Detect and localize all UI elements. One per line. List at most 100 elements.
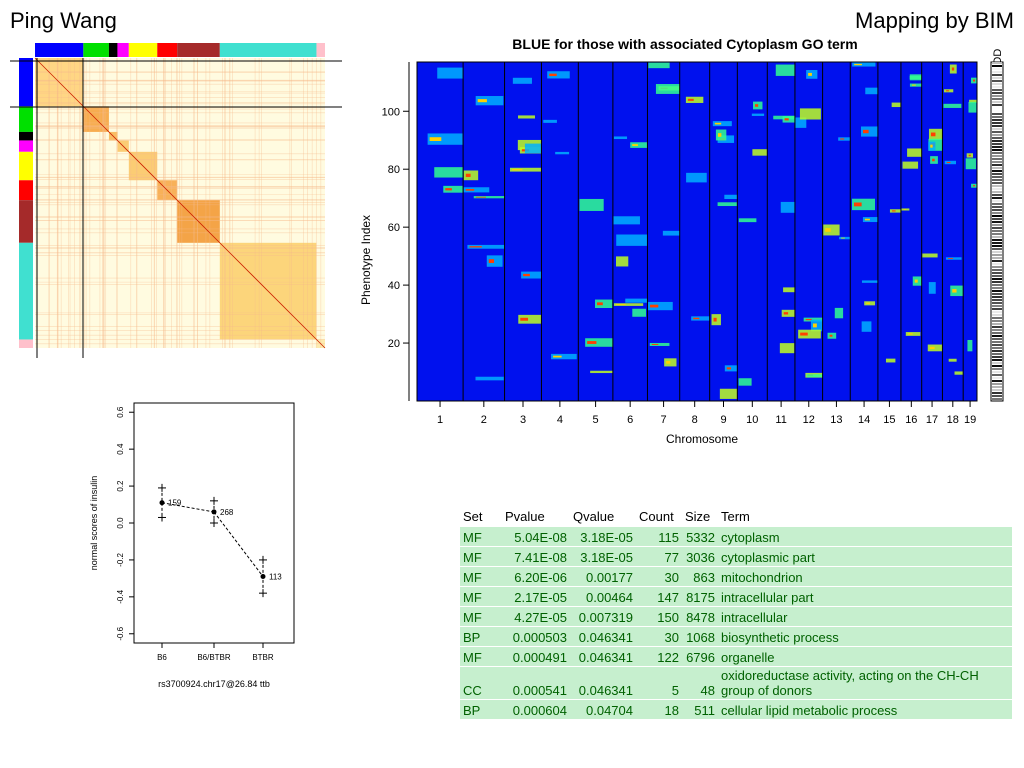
qtl-signal	[518, 314, 542, 324]
qtl-peak	[784, 118, 789, 121]
lod-bar-band	[992, 257, 1002, 259]
heatmap-top-group-swatch	[35, 43, 84, 57]
qtl-signal	[968, 101, 977, 113]
cell-size: 48	[682, 666, 718, 700]
heatmap-left-group-swatch	[19, 151, 33, 181]
cell-size: 1068	[682, 626, 718, 647]
dotplot-y-tick-label: -0.2	[116, 552, 125, 566]
lod-bar-band	[992, 218, 1002, 220]
dotplot-y-tick-label: 0.4	[116, 443, 125, 455]
qtl-peak	[523, 273, 530, 277]
chromosome-tick-label: 18	[947, 414, 959, 426]
qtl-signal	[551, 353, 577, 360]
qtl-signal	[891, 102, 901, 108]
qtl-signal	[943, 103, 962, 108]
cell-set: MF	[460, 586, 502, 607]
lod-bar-band	[992, 191, 1002, 193]
chrmap-y-tick-label: 20	[388, 338, 400, 350]
qtl-signal	[585, 338, 613, 347]
qtl-signal	[463, 187, 490, 193]
lod-bar-band	[992, 359, 1002, 361]
qtl-signal	[945, 257, 962, 260]
table-row: CC 0.000541 0.046341 5 48 oxidoreductase…	[460, 666, 1012, 700]
qtl-peak	[511, 169, 523, 171]
qtl-signal	[806, 374, 823, 378]
lod-bar-band	[992, 380, 1002, 382]
qtl-signal	[798, 329, 821, 339]
chromosome-tick-label: 2	[481, 414, 487, 426]
lod-bar-band	[992, 353, 1002, 355]
lod-bar-band	[992, 266, 1002, 268]
chrmap-x-label: Chromosome	[666, 432, 738, 446]
qtl-peak	[891, 210, 896, 212]
author-title: Ping Wang	[10, 8, 117, 33]
lod-bar-band	[992, 260, 1002, 262]
chromosome-panel	[877, 62, 901, 401]
qtl-signal	[905, 332, 921, 336]
qtl-signal	[928, 128, 943, 140]
dotplot-y-tick-label: 0.2	[116, 480, 125, 492]
lod-bar-band	[992, 206, 1002, 208]
header-count: Count	[639, 508, 674, 524]
qtl-signal	[613, 136, 628, 140]
qtl-signal	[579, 198, 604, 211]
lod-bar-band	[992, 299, 1002, 301]
qtl-peak	[930, 144, 933, 148]
dotplot-y-tick-label: 0.6	[116, 406, 125, 418]
lod-bar-band	[992, 362, 1002, 364]
qtl-peak	[597, 302, 603, 306]
qtl-signal	[691, 316, 710, 321]
qtl-peak	[475, 196, 487, 198]
lod-bar-band	[992, 332, 1002, 334]
table-row: BP 0.000604 0.04704 18 511 cellular lipi…	[460, 699, 1012, 719]
qtl-signal	[613, 303, 644, 306]
lod-bar-band	[992, 164, 1002, 166]
qtl-signal	[928, 282, 936, 294]
qtl-peak	[973, 79, 976, 82]
qtl-peak	[469, 246, 482, 248]
lod-bar-band	[992, 104, 1002, 106]
chromosome-panel	[541, 62, 579, 401]
lod-bar-band	[992, 197, 1002, 199]
lod-bar-band	[992, 125, 1002, 127]
qtl-peak	[812, 323, 817, 328]
chromosome-panel	[709, 62, 738, 401]
qtl-signal	[717, 202, 738, 207]
lod-bar-band	[992, 80, 1002, 82]
lod-bar-band	[992, 350, 1002, 352]
qtl-peak	[907, 333, 913, 335]
qtl-signal	[969, 99, 977, 103]
lod-bar-band	[992, 272, 1002, 274]
lod-bar-band	[992, 179, 1002, 181]
dotplot-y-label: normal scores of insulin	[89, 476, 99, 571]
qtl-signal	[783, 287, 795, 293]
dotplot-y-tick-label: -0.6	[116, 626, 125, 640]
heatmap-top-group-swatch	[316, 43, 325, 57]
qtl-signal	[473, 196, 505, 199]
table-row: BP 0.000503 0.046341 30 1068 biosyntheti…	[460, 626, 1012, 647]
qtl-peak	[632, 144, 638, 147]
qtl-peak	[808, 72, 812, 76]
qtl-signal	[948, 358, 957, 362]
lod-bar-band	[992, 143, 1002, 145]
chromosome-tick-label: 6	[627, 414, 633, 426]
cell-term: cytoplasmic part	[718, 546, 1012, 567]
lod-bar-band	[992, 62, 1002, 64]
lod-bar-band	[992, 194, 1002, 196]
cell-size: 3036	[682, 546, 718, 567]
qtl-signal	[885, 358, 896, 363]
lod-bar-band	[992, 308, 1002, 310]
cell-count: 30	[636, 566, 682, 587]
cell-pvalue: 0.000604	[502, 699, 570, 719]
cell-qvalue: 3.18E-05	[570, 526, 636, 547]
lod-bar-band	[992, 347, 1002, 349]
chrmap-y-tick-label: 80	[388, 164, 400, 176]
cell-count: 147	[636, 586, 682, 607]
qtl-peak	[717, 133, 722, 137]
qtl-signal	[434, 167, 464, 178]
lod-bar-band	[992, 74, 1002, 76]
lod-bar-band	[992, 251, 1002, 253]
lod-bar-band	[992, 245, 1002, 247]
heatmap-left-group-swatch	[19, 200, 33, 243]
cell-term: cellular lipid metabolic process	[718, 699, 1012, 719]
